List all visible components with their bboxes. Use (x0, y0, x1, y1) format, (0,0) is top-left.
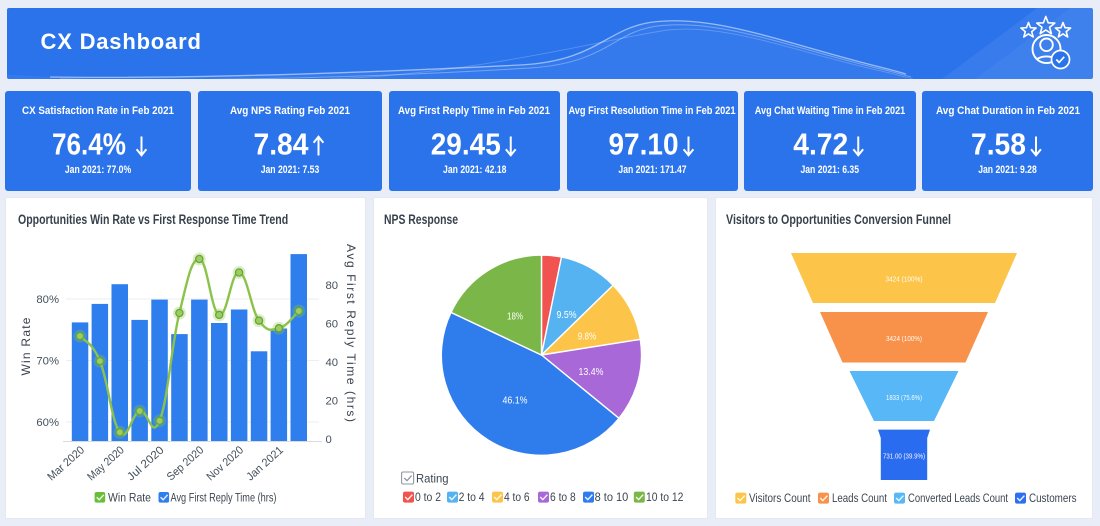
svg-text:Mar 2020: Mar 2020 (46, 444, 87, 483)
svg-text:May 2020: May 2020 (85, 444, 126, 483)
svg-text:731.00 (39.9%): 731.00 (39.9%) (883, 454, 925, 461)
svg-text:Converted Leads Count: Converted Leads Count (908, 491, 1008, 505)
svg-text:97.10: 97.10 (608, 127, 678, 161)
svg-text:60: 60 (326, 319, 339, 331)
svg-text:Nov 2020: Nov 2020 (205, 444, 246, 483)
svg-text:6 to 8: 6 to 8 (550, 490, 576, 504)
svg-text:9.5%: 9.5% (557, 310, 577, 321)
svg-text:3424 (100%): 3424 (100%) (886, 277, 923, 284)
svg-text:Leads Count: Leads Count (832, 491, 887, 505)
svg-text:Win Rate: Win Rate (108, 491, 151, 505)
svg-text:10 to 12: 10 to 12 (646, 490, 684, 504)
svg-text:80: 80 (326, 280, 339, 292)
svg-text:76.4%: 76.4% (52, 127, 126, 161)
svg-text:Sep 2020: Sep 2020 (165, 444, 206, 483)
svg-text:Jul 2020: Jul 2020 (125, 444, 166, 483)
svg-text:3424 (100%): 3424 (100%) (886, 336, 922, 343)
svg-text:Jan 2021: Jan 2021 (244, 444, 285, 483)
svg-text:0 to 2: 0 to 2 (415, 490, 441, 504)
svg-text:Avg First Reply Time (hrs): Avg First Reply Time (hrs) (171, 491, 277, 505)
svg-text:18%: 18% (507, 312, 523, 323)
svg-text:9.8%: 9.8% (578, 332, 597, 343)
svg-text:80%: 80% (36, 294, 59, 306)
svg-text:4 to 6: 4 to 6 (504, 490, 530, 504)
svg-text:Rating: Rating (416, 472, 449, 486)
svg-text:20: 20 (326, 396, 339, 408)
svg-text:Avg First Reply Time (hrs): Avg First Reply Time (hrs) (344, 244, 358, 422)
svg-text:40: 40 (326, 357, 339, 369)
svg-text:7.84: 7.84 (254, 127, 309, 161)
svg-text:Customers: Customers (1029, 491, 1077, 505)
svg-text:0: 0 (326, 434, 332, 446)
svg-text:46.1%: 46.1% (503, 396, 528, 407)
svg-text:Visitors Count: Visitors Count (749, 491, 811, 505)
svg-text:70%: 70% (36, 356, 59, 368)
svg-text:Win Rate: Win Rate (19, 317, 33, 375)
svg-text:4.72: 4.72 (793, 127, 848, 161)
svg-text:7.58: 7.58 (971, 127, 1026, 161)
svg-text:8 to 10: 8 to 10 (595, 490, 629, 504)
svg-text:60%: 60% (36, 417, 59, 429)
svg-text:29.45: 29.45 (430, 127, 500, 161)
svg-text:13.4%: 13.4% (579, 367, 604, 378)
svg-text:1833 (75.6%): 1833 (75.6%) (886, 395, 922, 402)
svg-text:2 to 4: 2 to 4 (459, 490, 485, 504)
